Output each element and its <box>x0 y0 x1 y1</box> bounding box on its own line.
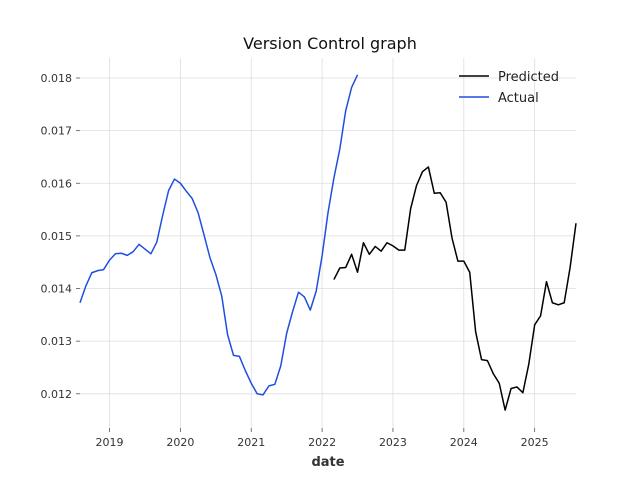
y-tick-label: 0.013 <box>41 335 73 348</box>
y-tick-label: 0.018 <box>41 72 73 85</box>
x-tick-label: 2022 <box>308 436 336 449</box>
series-line-actual <box>79 74 359 396</box>
x-tick-label: 2025 <box>521 436 549 449</box>
x-tick-label: 2020 <box>166 436 194 449</box>
y-tick-label: 0.017 <box>41 125 73 138</box>
x-axis: 2019 2020 2021 2022 2023 2024 2025 <box>96 428 549 449</box>
legend-label-predicted: Predicted <box>498 70 559 85</box>
x-tick-label: 2021 <box>237 436 265 449</box>
y-axis: 0.012 0.013 0.014 0.015 0.016 0.017 0.018 <box>41 72 80 401</box>
grid <box>80 58 576 428</box>
plot-area <box>79 74 577 411</box>
x-tick-label: 2019 <box>96 436 124 449</box>
y-tick-label: 0.014 <box>41 283 73 296</box>
x-tick-label: 2024 <box>450 436 478 449</box>
y-tick-label: 0.012 <box>41 388 73 401</box>
x-tick-label: 2023 <box>379 436 407 449</box>
y-tick-label: 0.016 <box>41 177 73 190</box>
y-tick-label: 0.015 <box>41 230 73 243</box>
series-line-predicted <box>333 166 577 411</box>
legend-label-actual: Actual <box>498 91 539 106</box>
legend: Predicted Actual <box>459 70 559 106</box>
chart-title: Version Control graph <box>243 34 417 53</box>
x-axis-label: date <box>311 455 344 470</box>
